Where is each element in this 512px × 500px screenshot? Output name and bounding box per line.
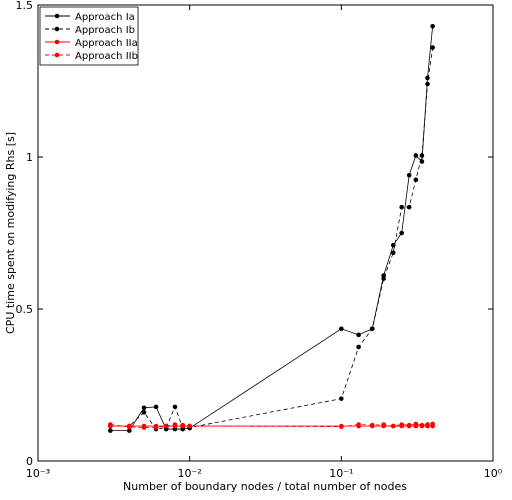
- x-axis-label: Number of boundary nodes / total number …: [123, 480, 407, 493]
- data-point: [390, 250, 396, 256]
- data-point: [172, 404, 178, 410]
- data-point: [339, 424, 344, 429]
- legend-marker: [54, 26, 60, 32]
- data-point: [127, 428, 132, 433]
- data-point: [399, 230, 404, 236]
- x-tick-label: 10⁻¹: [329, 467, 353, 480]
- data-point: [141, 405, 147, 411]
- data-point: [339, 326, 344, 332]
- data-point: [369, 422, 375, 428]
- legend-label: Approach IIb: [75, 51, 138, 62]
- data-point: [163, 423, 169, 429]
- data-point: [141, 425, 147, 430]
- data-point: [390, 423, 396, 429]
- data-point: [172, 422, 178, 427]
- legend-marker: [54, 39, 60, 45]
- data-point: [141, 410, 147, 415]
- data-point: [430, 23, 435, 29]
- legend-marker: [54, 13, 60, 19]
- data-point: [108, 422, 113, 427]
- data-point: [108, 428, 113, 433]
- legend-label: Approach Ia: [75, 12, 135, 23]
- data-point: [381, 276, 386, 281]
- data-point: [425, 81, 430, 87]
- data-point: [425, 422, 430, 427]
- data-point: [399, 422, 404, 427]
- data-point: [413, 153, 419, 158]
- data-point: [419, 153, 425, 158]
- data-point: [153, 404, 159, 410]
- data-point: [399, 204, 404, 210]
- series-line: [110, 26, 434, 431]
- data-point: [356, 332, 361, 338]
- y-tick-label: 0.5: [16, 303, 34, 316]
- data-point: [406, 172, 412, 178]
- legend-label: Approach Ib: [75, 25, 135, 36]
- data-point: [419, 422, 425, 428]
- data-point: [413, 177, 419, 183]
- data-point: [430, 45, 435, 50]
- x-tick-label: 10⁻³: [26, 467, 50, 480]
- legend-marker: [54, 52, 60, 58]
- data-point: [356, 422, 361, 427]
- data-point: [127, 424, 132, 430]
- data-point: [406, 422, 412, 428]
- x-tick-label: 10⁻²: [178, 467, 202, 480]
- data-point: [153, 425, 159, 430]
- data-point: [390, 242, 396, 248]
- data-point: [356, 344, 361, 350]
- y-tick-label: 1: [26, 151, 33, 164]
- data-point: [187, 423, 192, 429]
- series-line: [110, 47, 434, 430]
- legend-label: Approach IIa: [75, 38, 138, 49]
- plot-frame: [37, 4, 494, 462]
- y-tick-label: 0: [26, 455, 33, 468]
- data-point: [180, 422, 186, 428]
- data-point: [430, 421, 435, 427]
- data-point: [425, 75, 430, 81]
- x-tick-label: 10⁰: [484, 467, 503, 480]
- y-tick-label: 1.5: [16, 0, 34, 12]
- data-point: [369, 326, 375, 332]
- data-point: [406, 204, 412, 210]
- data-point: [413, 421, 419, 427]
- data-point: [381, 422, 386, 427]
- data-point: [339, 396, 344, 401]
- y-axis-label: CPU time spent on modifying Rhs [s]: [4, 132, 17, 334]
